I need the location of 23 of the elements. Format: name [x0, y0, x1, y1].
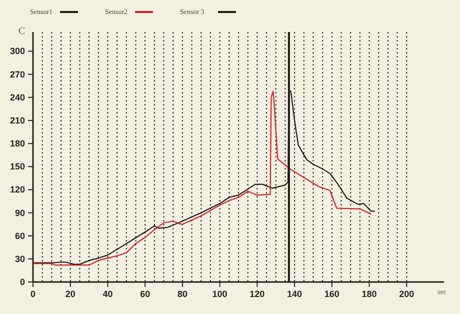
y-axis-title: C — [18, 26, 26, 37]
y-tick-label: 150 — [10, 162, 25, 172]
x-tick-label: 140 — [287, 289, 302, 299]
x-tick-label: 180 — [362, 289, 377, 299]
y-tick-label: 180 — [10, 138, 25, 149]
x-tick-label: 160 — [324, 289, 340, 299]
y-tick-label: 300 — [10, 46, 25, 56]
y-tick-label: 0 — [20, 277, 25, 287]
x-tick-label: 20 — [65, 289, 76, 299]
x-tick-label: 60 — [140, 289, 150, 299]
x-tick-label: 120 — [250, 289, 265, 299]
x-tick-label: 100 — [212, 289, 228, 299]
x-tick-label: 40 — [102, 289, 113, 299]
y-tick-label: 210 — [10, 115, 25, 126]
x-tick-label: 0 — [30, 289, 36, 299]
y-tick-label: 60 — [14, 230, 25, 241]
y-tick-label: 270 — [10, 69, 25, 80]
y-tick-label: 240 — [10, 92, 25, 102]
y-tick-label: 90 — [14, 208, 25, 218]
x-tick-label: 80 — [177, 289, 188, 299]
y-tick-label: 120 — [10, 184, 25, 195]
x-tick-label: 200 — [399, 289, 414, 299]
y-tick-label: 30 — [14, 254, 25, 264]
